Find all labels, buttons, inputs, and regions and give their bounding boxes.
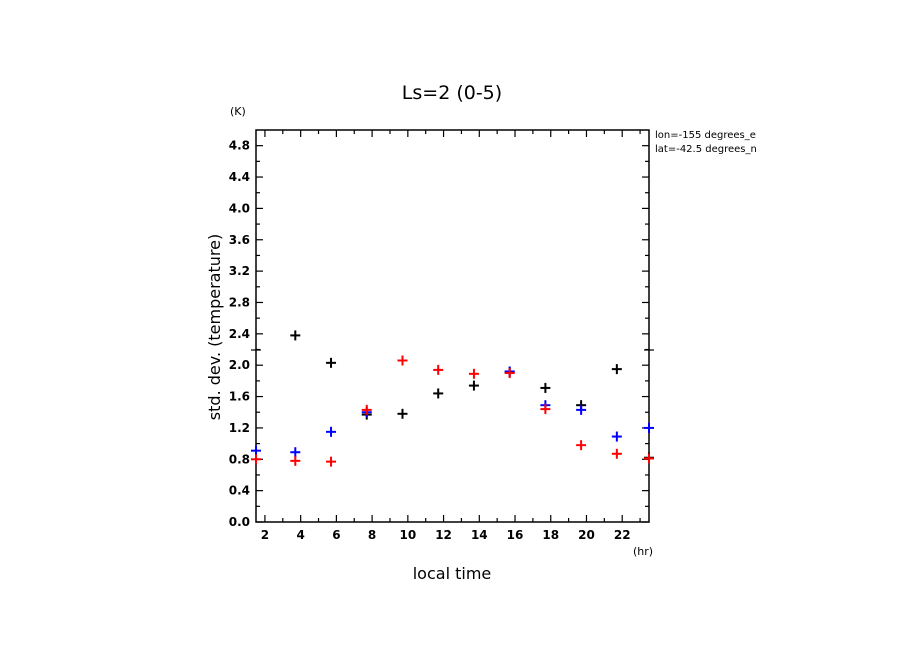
x-tick-label: 22 <box>614 528 631 542</box>
y-tick-label: 0.0 <box>229 515 250 529</box>
data-point <box>326 357 337 368</box>
y-tick-label: 2.4 <box>229 327 250 341</box>
data-point <box>576 440 587 451</box>
y-tick-label: 0.8 <box>229 452 250 466</box>
info-lat: lat=-42.5 degrees_n <box>655 144 757 155</box>
x-tick-label: 12 <box>435 528 452 542</box>
data-point <box>468 368 479 379</box>
data-points <box>251 330 654 467</box>
y-tick-label: 4.4 <box>229 170 250 184</box>
x-tick-label: 6 <box>332 528 340 542</box>
y-axis-ticks: 0.0 0.4 0.8 1.2 1.6 2.0 2.4 2.8 3.2 3.6 4.0 4.4 4.8 <box>229 139 649 529</box>
data-point <box>433 364 444 375</box>
y-tick-label: 2.8 <box>229 295 250 309</box>
y-axis-label: std. dev. (temperature) <box>205 234 224 420</box>
data-point <box>540 404 551 415</box>
x-tick-label: 2 <box>261 528 269 542</box>
x-tick-label: 4 <box>296 528 304 542</box>
data-point <box>361 404 372 415</box>
x-tick-label: 16 <box>507 528 524 542</box>
data-point <box>644 422 654 433</box>
data-point <box>290 455 301 466</box>
data-point <box>576 404 587 415</box>
y-unit-label: (K) <box>230 105 246 118</box>
data-point <box>611 431 622 442</box>
plot-frame <box>255 129 650 523</box>
data-point <box>540 382 551 393</box>
y-tick-label: 1.2 <box>229 421 250 435</box>
data-point <box>468 380 479 391</box>
data-point <box>504 368 515 379</box>
data-point <box>251 454 261 465</box>
data-point <box>397 408 408 419</box>
data-point <box>251 445 261 456</box>
x-tick-label: 14 <box>471 528 488 542</box>
data-point <box>644 453 654 464</box>
data-point <box>326 426 337 437</box>
data-point <box>611 448 622 459</box>
x-tick-label: 20 <box>578 528 595 542</box>
x-tick-label: 8 <box>368 528 376 542</box>
data-point <box>611 364 622 375</box>
data-point <box>326 456 337 467</box>
data-point <box>397 355 408 366</box>
y-tick-label: 4.0 <box>229 201 250 215</box>
y-tick-label: 0.4 <box>229 484 250 498</box>
y-tick-label: 4.8 <box>229 139 250 153</box>
x-unit-label: (hr) <box>633 545 653 558</box>
x-tick-label: 18 <box>542 528 559 542</box>
y-tick-label: 1.6 <box>229 390 250 404</box>
data-point <box>290 447 301 458</box>
data-point <box>290 330 301 341</box>
y-tick-label: 2.0 <box>229 358 250 372</box>
chart-title: Ls=2 (0-5) <box>402 82 502 104</box>
info-lon: lon=-155 degrees_e <box>655 130 756 141</box>
x-axis-label: local time <box>413 564 492 583</box>
x-axis-ticks: 2 4 6 8 10 12 14 16 18 20 22 <box>261 130 641 542</box>
y-tick-label: 3.6 <box>229 233 250 247</box>
x-tick-label: 10 <box>399 528 416 542</box>
data-point <box>433 388 444 399</box>
y-tick-label: 3.2 <box>229 264 250 278</box>
